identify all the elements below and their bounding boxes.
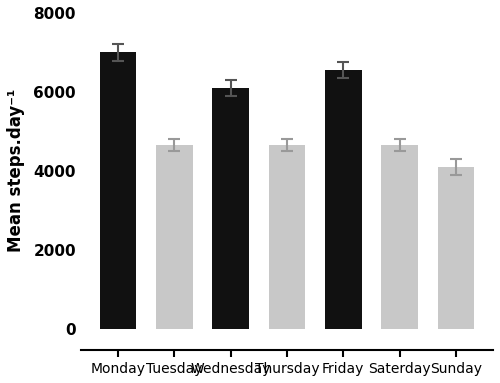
Bar: [438, 167, 474, 329]
Bar: [100, 52, 136, 329]
Bar: [156, 145, 192, 329]
Bar: [212, 88, 249, 329]
Y-axis label: Mean steps.day⁻¹: Mean steps.day⁻¹: [7, 89, 25, 252]
Bar: [382, 145, 418, 329]
Bar: [325, 70, 362, 329]
Bar: [268, 145, 305, 329]
